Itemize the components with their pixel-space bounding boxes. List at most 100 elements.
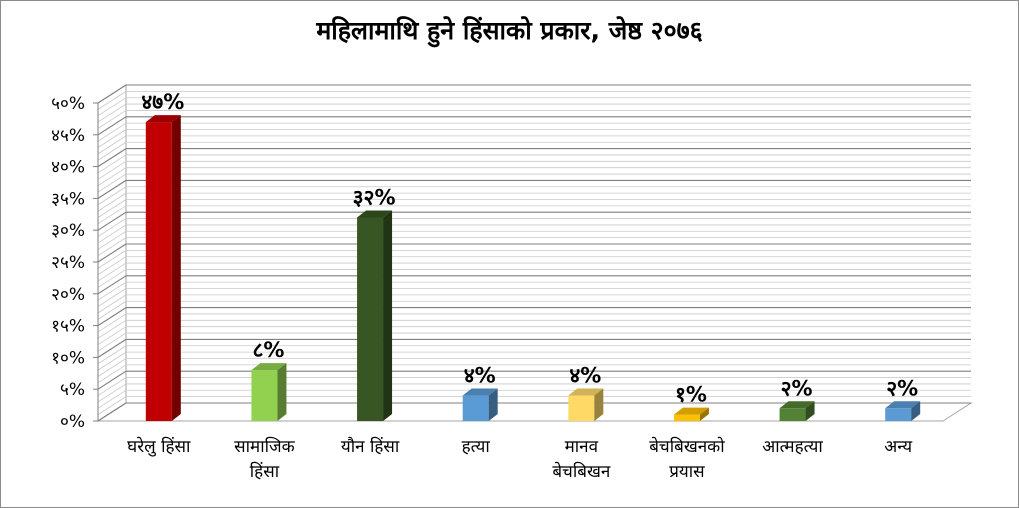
- bar: [462, 388, 498, 421]
- gridline-side: [97, 148, 127, 168]
- gridline-side: [97, 91, 127, 110]
- bar-front: [673, 414, 700, 421]
- gridline-side: [97, 281, 127, 301]
- gridline-side: [97, 103, 127, 123]
- gridline-side: [97, 262, 127, 282]
- bar: [779, 401, 815, 421]
- gridline-side: [97, 179, 127, 199]
- y-tick-label: ०%: [60, 412, 85, 432]
- bar-side: [488, 388, 498, 421]
- gridline-side: [97, 364, 127, 384]
- bar-top: [885, 401, 921, 409]
- gridline-side: [97, 141, 127, 161]
- bar: [885, 401, 921, 421]
- bar-side: [911, 401, 921, 421]
- data-label: ४%: [464, 364, 496, 388]
- x-tick-label: बेचबिखनको: [649, 436, 725, 457]
- gridline-side: [97, 129, 127, 148]
- gridline-side: [97, 326, 127, 346]
- data-label: २%: [886, 376, 918, 400]
- gridline-side: [97, 307, 127, 327]
- data-label: ३२%: [353, 185, 396, 209]
- gridline-side: [97, 300, 127, 320]
- gridline-side: [97, 288, 127, 307]
- bar-side: [277, 363, 287, 421]
- bar: [251, 363, 287, 421]
- bar: [145, 115, 181, 421]
- gridline-side: [97, 389, 127, 409]
- gridline-side: [97, 122, 127, 142]
- gridline-side: [97, 269, 127, 288]
- bar-top: [462, 388, 498, 396]
- gridline-side: [97, 243, 127, 263]
- x-tick-label: घरेलु हिंसा: [127, 436, 191, 457]
- bar-front: [885, 408, 912, 421]
- x-tick-label: हिंसा: [250, 461, 280, 482]
- x-tick-label: बेचबिखन: [552, 461, 611, 482]
- bar-side: [383, 210, 393, 421]
- gridline-side: [97, 110, 127, 129]
- gridlines: [97, 84, 971, 422]
- y-tick-label: ४५%: [51, 126, 85, 146]
- gridline-side: [97, 84, 127, 104]
- y-tick-label: ३०%: [51, 221, 85, 241]
- bar-front: [357, 217, 384, 421]
- y-tick-label: ४०%: [51, 158, 85, 178]
- x-tick-label: अन्य: [884, 437, 913, 457]
- gridline-side: [97, 370, 127, 390]
- category-labels: घरेलु हिंसा सामाजिक हिंसा यौन हिंसा हत्या मान…: [127, 436, 913, 482]
- gridline-side: [97, 338, 127, 358]
- bar-side: [594, 388, 604, 421]
- gridline-side: [97, 192, 127, 212]
- gridline-side: [97, 256, 127, 276]
- gridline-side: [97, 319, 127, 339]
- bar-top: [251, 363, 287, 371]
- gridline-side: [97, 402, 127, 422]
- bar-top: [673, 407, 709, 415]
- x-tick-label: सामाजिक: [234, 436, 295, 457]
- gridline-side: [97, 199, 127, 218]
- y-tick-label: ३५%: [51, 189, 85, 209]
- data-label: १%: [675, 383, 707, 407]
- bar: [568, 388, 604, 421]
- y-tick-label: २५%: [51, 253, 85, 273]
- gridline-side: [97, 383, 127, 403]
- x-tick-label: आत्महत्या: [762, 437, 823, 457]
- bar-side: [805, 401, 815, 421]
- gridline-side: [97, 313, 127, 333]
- gridline-side: [97, 358, 127, 377]
- bar-front: [251, 370, 278, 421]
- bar-front: [568, 395, 595, 421]
- gridline-side: [97, 230, 127, 250]
- y-tick-label: २०%: [51, 285, 85, 305]
- data-label: ८%: [252, 338, 284, 362]
- x-tick-label: मानव: [565, 437, 599, 457]
- gridline-side: [97, 167, 127, 187]
- gridline-side: [97, 135, 127, 155]
- data-label: २%: [781, 376, 813, 400]
- gridline-side: [97, 160, 127, 180]
- gridline-side: [97, 186, 127, 206]
- gridline-side: [97, 345, 127, 365]
- gridline-side: [97, 332, 127, 352]
- y-tick-label: १५%: [51, 317, 85, 337]
- data-labels: ४७% ८% ३२% ४% ४% १% २% २%: [141, 90, 918, 407]
- bar: [357, 210, 393, 421]
- bar-top: [357, 210, 393, 218]
- y-tick-label: ५०%: [51, 94, 85, 114]
- bar-front: [779, 408, 806, 421]
- chart-title: महिलामाथि हुने हिंसाको प्रकार, जेष्ठ २०७…: [316, 16, 703, 45]
- gridline-side: [97, 351, 127, 371]
- bar-top: [779, 401, 815, 409]
- gridline-side: [97, 224, 127, 244]
- x-tick-label: प्रयास: [669, 462, 705, 482]
- gridline-side: [97, 97, 127, 117]
- bars: [145, 115, 921, 421]
- gridline-side: [97, 237, 127, 256]
- bar: [673, 407, 709, 421]
- y-tick-label: ५%: [60, 380, 85, 400]
- gridline-side: [97, 250, 127, 269]
- gridline-side: [97, 211, 127, 231]
